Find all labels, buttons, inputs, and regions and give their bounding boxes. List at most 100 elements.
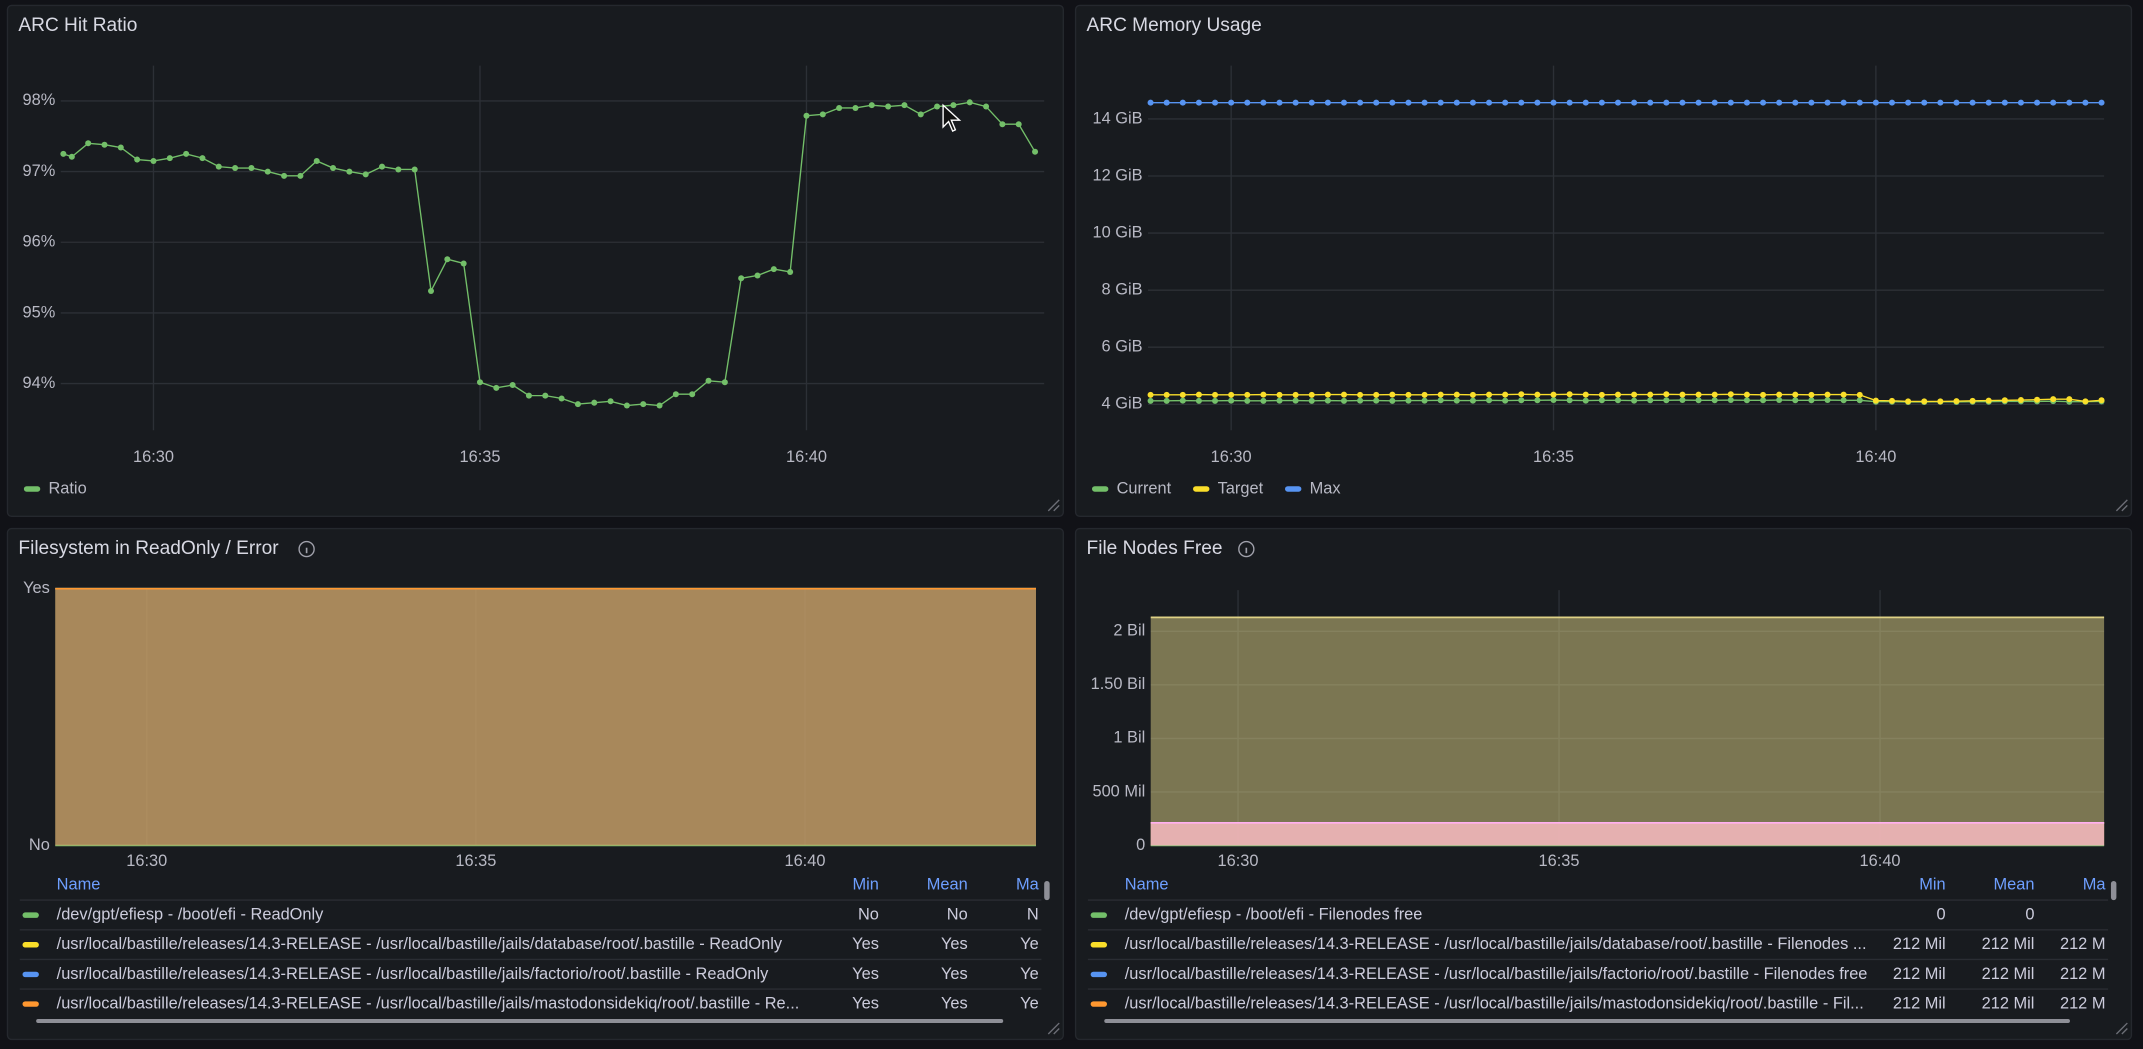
data-point [966,99,973,106]
data-point [1695,99,1702,106]
x-tick-label: 16:30 [1218,852,1259,870]
data-point [689,391,696,398]
legend-value: Ye [1020,994,1039,1012]
legend-label: Ratio [48,479,86,497]
data-point [1147,99,1154,106]
data-point [1840,99,1847,106]
data-point [1631,397,1638,404]
data-point [1776,99,1783,106]
data-point [1212,391,1219,398]
legend-value: Yes [941,965,968,983]
data-point [476,379,483,386]
data-point [1195,391,1202,398]
table-header: Ma [1016,875,1040,893]
data-point [1743,391,1750,398]
data-point [1276,397,1283,404]
y-tick-label: 98% [22,91,55,109]
legend-value: 212 M [2060,965,2106,983]
x-tick-label: 16:35 [459,448,500,466]
scrollbar-v [2110,880,2117,901]
y-tick-label: 4 GiB [1102,395,1143,413]
data-point [1195,397,1202,404]
series-area [1150,822,2105,846]
panel-title: ARC Memory Usage [1087,15,1262,36]
legend-value: No [947,905,968,923]
data-point [1389,99,1396,106]
legend-name: /usr/local/bastille/releases/14.3-RELEAS… [1125,935,1867,953]
data-point [1582,397,1589,404]
data-point [1437,99,1444,106]
data-point [1534,99,1541,106]
data-point [1244,391,1251,398]
data-point [934,103,941,110]
scrollbar-h [1104,1018,2070,1024]
data-point [1582,391,1589,398]
data-point [68,153,75,160]
data-point [330,165,337,172]
table-header: Mean [927,875,968,893]
data-point [640,401,647,408]
x-tick-label: 16:30 [133,448,174,466]
data-point [1163,99,1170,106]
data-point [1486,397,1493,404]
legend-swatch [1090,942,1108,948]
legend-swatch [1090,971,1108,978]
data-point [1534,397,1541,404]
data-point [1405,391,1412,398]
legend-value: Yes [941,935,968,953]
data-point [1550,99,1557,106]
data-point [2050,396,2057,403]
legend-name: /usr/local/bastille/releases/14.3-RELEAS… [57,994,800,1012]
data-point [1486,99,1493,106]
legend-label: Current [1117,479,1172,497]
data-point [852,104,859,111]
data-point [1663,391,1670,398]
data-point [1969,397,1976,404]
data-point [509,382,516,389]
table-header: Min [853,875,879,893]
data-point [427,288,435,295]
legend-name: /usr/local/bastille/releases/14.3-RELEAS… [1125,994,1864,1012]
data-point [1872,397,1879,404]
data-point [803,112,810,119]
data-point [1679,99,1686,106]
panel [6,4,1064,517]
data-point [1437,391,1444,398]
x-tick-label: 16:30 [126,852,167,870]
data-point [1743,397,1750,404]
data-point [1486,391,1493,398]
legend-value: 212 Mil [1982,935,2035,953]
x-tick-label: 16:35 [1539,852,1580,870]
data-point [1550,397,1557,404]
legend-value: 212 M [2060,935,2106,953]
legend-value: 212 Mil [1982,994,2035,1012]
data-point [2017,99,2024,106]
data-point [1631,391,1638,398]
series-area [1150,617,2105,846]
data-point [1518,391,1525,398]
data-point [1598,391,1605,398]
legend-value: Ye [1020,965,1039,983]
data-point [1340,391,1347,398]
data-point [1389,397,1396,404]
legend-name: /usr/local/bastille/releases/14.3-RELEAS… [57,935,783,953]
data-point [705,377,712,384]
data-point [2082,398,2089,405]
data-point [1502,391,1509,398]
data-point [2001,99,2008,106]
data-point [1711,397,1718,404]
data-point [1888,397,1896,404]
legend-value: 0 [2025,905,2034,923]
data-point [1727,397,1734,404]
data-point [1228,397,1235,404]
y-tick-label: 97% [22,162,55,180]
data-point [1808,99,1815,106]
y-tick-label: 500 Mil [1092,782,1145,800]
data-point [1631,99,1638,106]
legend-swatch [1284,486,1302,492]
data-point [1647,99,1654,106]
data-point [1856,391,1863,398]
legend-value: Yes [852,965,879,983]
data-point [607,398,614,405]
